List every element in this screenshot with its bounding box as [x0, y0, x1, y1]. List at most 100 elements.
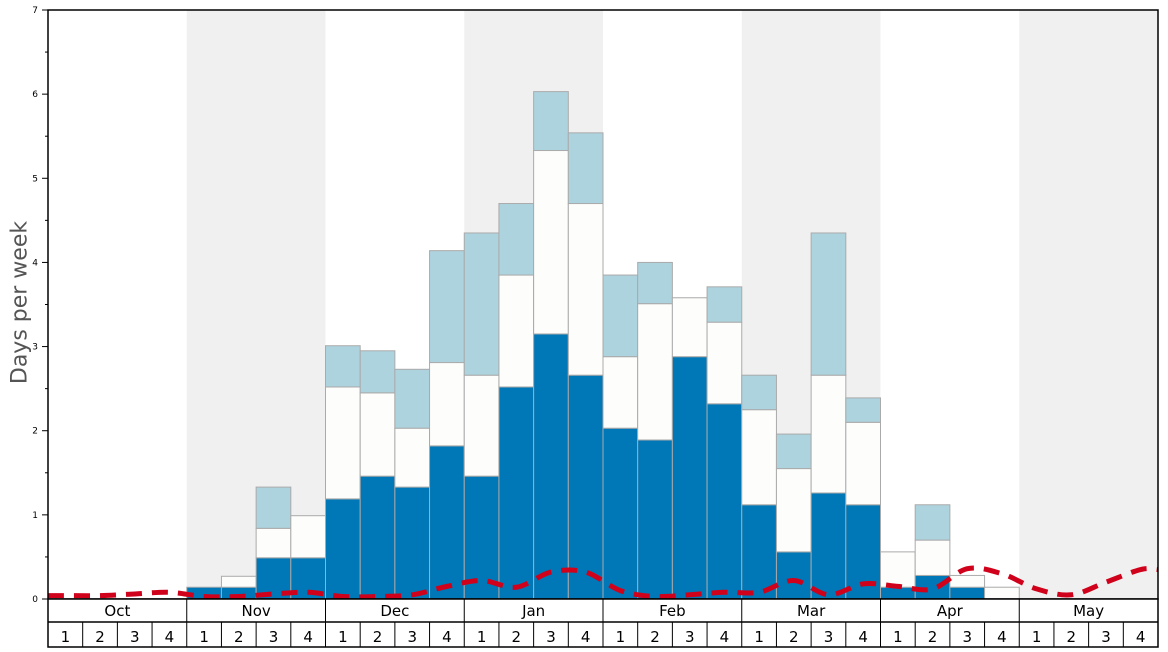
week-label: 1: [893, 628, 903, 646]
bar-white: [775, 468, 812, 553]
bar-dark: [429, 445, 465, 600]
bar-white: [810, 374, 847, 494]
bar-light: [394, 368, 431, 429]
week-label: 4: [442, 628, 452, 646]
week-label: 3: [546, 628, 556, 646]
bar-white: [602, 356, 639, 429]
bar-light: [429, 250, 465, 364]
week-label: 3: [962, 628, 972, 646]
y-tick-label: 2: [32, 427, 38, 437]
bar-white: [290, 515, 326, 559]
month-label: Mar: [797, 602, 826, 620]
bar-white: [949, 574, 986, 588]
week-label: 2: [95, 628, 105, 646]
month-label: Dec: [380, 602, 409, 620]
week-label: 2: [789, 628, 799, 646]
bar-light: [602, 274, 639, 358]
y-tick-label: 5: [32, 174, 38, 184]
bar-light: [533, 91, 569, 152]
y-tick-label: 4: [32, 258, 38, 268]
bar-dark: [671, 356, 708, 600]
bar-light: [463, 232, 500, 376]
week-label: 3: [685, 628, 695, 646]
month-label: Jan: [521, 602, 545, 620]
bar-dark: [567, 374, 604, 600]
bar-light: [498, 203, 535, 276]
week-label: 3: [1101, 628, 1111, 646]
bar-dark: [533, 333, 569, 600]
bar-white: [429, 362, 465, 447]
week-label: 3: [269, 628, 279, 646]
bar-light: [567, 132, 604, 205]
bar-light: [810, 232, 847, 376]
month-label: Feb: [659, 602, 686, 620]
week-label: 2: [650, 628, 660, 646]
bar-dark: [775, 551, 812, 600]
week-label: 1: [199, 628, 209, 646]
bar-white: [741, 409, 777, 506]
bar-light: [845, 397, 881, 423]
week-label: 1: [338, 628, 348, 646]
bar-dark: [394, 486, 431, 600]
bar-white: [220, 575, 257, 588]
y-tick-label: 7: [32, 6, 38, 16]
bar-dark: [706, 403, 743, 600]
bar-dark: [741, 504, 777, 600]
y-axis-label: Days per week: [7, 220, 33, 385]
bar-white: [533, 150, 569, 335]
week-label: 4: [997, 628, 1007, 646]
bar-white: [498, 274, 535, 388]
bar-light: [914, 504, 951, 541]
week-label: 3: [130, 628, 140, 646]
week-label: 1: [477, 628, 487, 646]
bar-white: [706, 321, 743, 405]
week-label: 4: [858, 628, 868, 646]
bar-white: [394, 427, 431, 488]
month-label: Nov: [241, 602, 270, 620]
week-label: 4: [165, 628, 175, 646]
week-label: 2: [512, 628, 522, 646]
bar-white: [255, 527, 292, 559]
bar-light: [637, 261, 673, 305]
y-tick-label: 3: [32, 343, 38, 353]
week-label: 1: [616, 628, 626, 646]
bar-light: [706, 286, 743, 323]
week-label: 3: [407, 628, 417, 646]
bar-light: [255, 486, 292, 529]
bar-light: [741, 374, 777, 411]
bar-dark: [880, 586, 916, 600]
week-label: 3: [824, 628, 834, 646]
week-label: 1: [754, 628, 764, 646]
bar-white: [463, 374, 500, 477]
month-label: Oct: [104, 602, 130, 620]
bar-dark: [810, 492, 847, 600]
bar-dark: [359, 475, 396, 600]
bar-white: [359, 392, 396, 477]
bar-light: [359, 350, 396, 394]
bar-white: [567, 203, 604, 376]
week-label: 4: [581, 628, 591, 646]
bar-dark: [602, 427, 639, 600]
bar-white: [914, 539, 951, 576]
bar-dark: [949, 586, 986, 600]
y-tick-label: 1: [32, 511, 38, 521]
bar-white: [637, 303, 673, 441]
week-label: 2: [1067, 628, 1077, 646]
bar-light: [325, 345, 361, 388]
bar-white: [325, 386, 361, 500]
bar-dark: [325, 498, 361, 600]
month-band: [1019, 10, 1158, 599]
bar-white: [671, 297, 708, 358]
bar-white: [880, 551, 916, 588]
week-label: 1: [1032, 628, 1042, 646]
week-label: 1: [61, 628, 71, 646]
week-label: 2: [928, 628, 938, 646]
month-label: May: [1073, 602, 1104, 620]
week-label: 2: [234, 628, 244, 646]
y-tick-label: 6: [32, 90, 38, 100]
bar-light: [775, 433, 812, 470]
bar-dark: [498, 386, 535, 600]
bar-dark: [637, 439, 673, 600]
